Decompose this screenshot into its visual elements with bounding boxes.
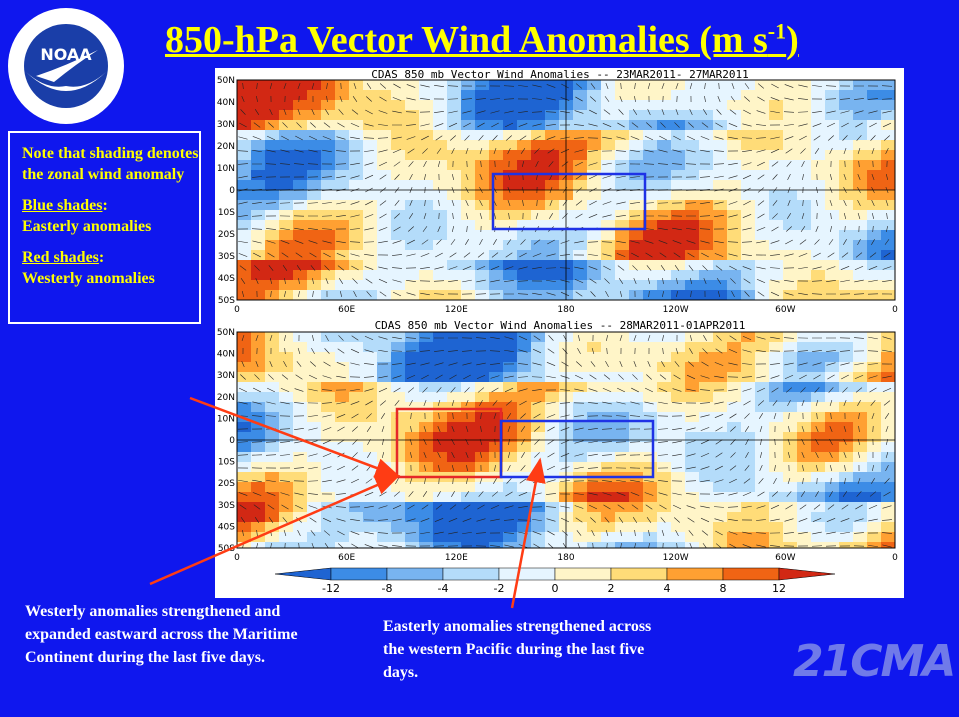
- top-panel-frame: [236, 79, 896, 301]
- lat-tick-label: 10S: [218, 458, 235, 468]
- lon-tick-label: 180: [557, 553, 574, 563]
- lat-tick-label: 10S: [218, 208, 235, 218]
- red-shades-label: Red shades: [22, 249, 99, 266]
- colorbar-tick-label: -8: [382, 582, 393, 595]
- lat-tick-label: 50S: [218, 544, 235, 554]
- colorbar-tick-label: 12: [772, 582, 786, 595]
- colorbar-tick-label: -4: [438, 582, 449, 595]
- lat-tick-label: 40N: [217, 350, 235, 360]
- blue-shades-text: Easterly anomalies: [22, 218, 152, 235]
- noaa-logo: NOAA: [8, 8, 124, 124]
- lon-tick-label: 60W: [775, 305, 795, 315]
- wind-anomaly-maps: CDAS 850 mb Vector Wind Anomalies -- 23M…: [217, 68, 898, 595]
- top-lon-ticks: 0 60E 120E 180 120W 60W 0: [234, 305, 898, 315]
- lat-tick-label: 30S: [218, 501, 235, 511]
- lon-tick-label: 120E: [445, 553, 468, 563]
- lat-tick-label: 40N: [217, 98, 235, 108]
- bottom-lon-ticks: 0 60E 120E 180 120W 60W 0: [234, 553, 898, 563]
- colorbar-tick-label: -2: [494, 582, 505, 595]
- easterly-caption: Easterly anomalies strengthened across t…: [383, 618, 652, 681]
- lat-tick-label: 50N: [217, 328, 235, 338]
- lat-tick-label: 30S: [218, 252, 235, 262]
- lat-tick-label: 20N: [217, 393, 235, 403]
- note-text: Note that shading denotes the zonal wind…: [22, 145, 199, 183]
- lon-tick-label: 0: [892, 553, 898, 563]
- lon-tick-label: 60W: [775, 553, 795, 563]
- blue-shades-label: Blue shades: [22, 197, 103, 214]
- bottom-panel-shading: [237, 332, 895, 548]
- colorbar-tick-label: 4: [664, 582, 671, 595]
- top-panel-title: CDAS 850 mb Vector Wind Anomalies -- 23M…: [371, 68, 749, 81]
- red-shades-text: Westerly anomalies: [22, 270, 155, 287]
- page-title: 850-hPa Vector Wind Anomalies (m s-1): [165, 18, 799, 61]
- lon-tick-label: 0: [892, 305, 898, 315]
- lat-tick-label: 0: [229, 436, 235, 446]
- colorbar-tick-label: -12: [322, 582, 340, 595]
- lon-tick-label: 180: [557, 305, 574, 315]
- lat-tick-label: 40S: [218, 274, 235, 284]
- lon-tick-label: 120W: [663, 305, 689, 315]
- lat-tick-label: 20S: [218, 479, 235, 489]
- colorbar: -12 -8 -4 -2 0 2 4 8 12: [274, 567, 836, 595]
- bottom-lat-ticks: 50N 40N 30N 20N 10N 0 10S 20S 30S 40S 50S: [217, 328, 235, 554]
- logo-text: NOAA: [40, 45, 92, 64]
- lat-tick-label: 0: [229, 186, 235, 196]
- lat-tick-label: 20S: [218, 230, 235, 240]
- lat-tick-label: 30N: [217, 120, 235, 130]
- bottom-panel-title: CDAS 850 mb Vector Wind Anomalies -- 28M…: [375, 319, 746, 332]
- lat-tick-label: 50N: [217, 76, 235, 86]
- lon-tick-label: 0: [234, 305, 240, 315]
- westerly-caption: Westerly anomalies strengthened and expa…: [25, 603, 298, 666]
- lat-tick-label: 50S: [218, 296, 235, 306]
- top-lat-ticks: 50N 40N 30N 20N 10N 0 10S 20S 30S 40S 50S: [217, 76, 235, 306]
- map-panels: CDAS 850 mb Vector Wind Anomalies -- 23M…: [215, 68, 904, 598]
- lat-tick-label: 40S: [218, 522, 235, 532]
- lon-tick-label: 60E: [338, 553, 355, 563]
- lon-tick-label: 60E: [338, 305, 355, 315]
- lon-tick-label: 120W: [663, 553, 689, 563]
- legend-note-box: Note that shading denotes the zonal wind…: [8, 131, 201, 324]
- lon-tick-label: 0: [234, 553, 240, 563]
- lat-tick-label: 30N: [217, 371, 235, 381]
- watermark-logo: 21CMA: [793, 636, 956, 687]
- colorbar-tick-label: 0: [552, 582, 559, 595]
- lon-tick-label: 120E: [445, 305, 468, 315]
- lat-tick-label: 10N: [217, 164, 235, 174]
- colorbar-tick-label: 2: [608, 582, 615, 595]
- colorbar-tick-label: 8: [720, 582, 727, 595]
- lat-tick-label: 20N: [217, 142, 235, 152]
- bottom-western-pacific-box: [499, 419, 655, 479]
- top-western-pacific-box: [491, 172, 647, 231]
- lat-tick-label: 10N: [217, 414, 235, 424]
- top-panel-shading: [237, 80, 895, 300]
